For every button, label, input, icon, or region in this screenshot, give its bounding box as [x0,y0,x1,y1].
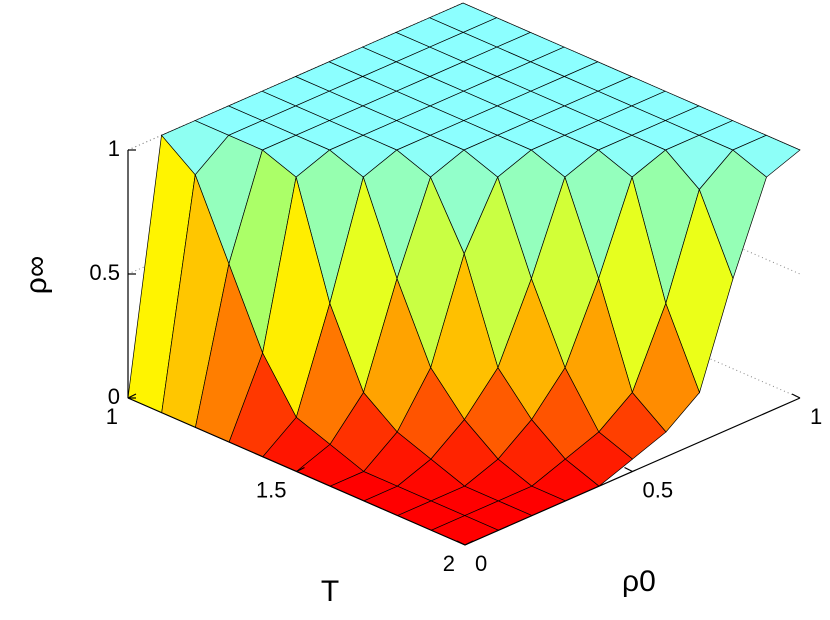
y-tick-label: 1 [810,404,822,429]
surface [127,2,801,546]
x-tick-label: 2 [443,551,455,576]
z-tick-label: 1 [108,136,120,161]
z-tick-label: 0 [108,384,120,409]
z-tick-label: 0.5 [89,260,120,285]
x-tick-label: 1 [106,404,118,429]
x-tick [464,540,474,546]
y-tick [791,393,801,399]
x-tick-label: 1.5 [256,477,287,502]
y-tick [624,466,633,473]
y-axis-label: ρ0 [622,565,656,598]
x-tick [127,393,137,399]
y-tick-label: 0.5 [643,477,674,502]
y-tick [456,540,466,546]
x-axis-label: T [321,575,339,608]
y-tick-label: 0 [475,551,487,576]
x-tick [296,466,305,473]
z-axis-label: ρ∞ [20,256,53,294]
